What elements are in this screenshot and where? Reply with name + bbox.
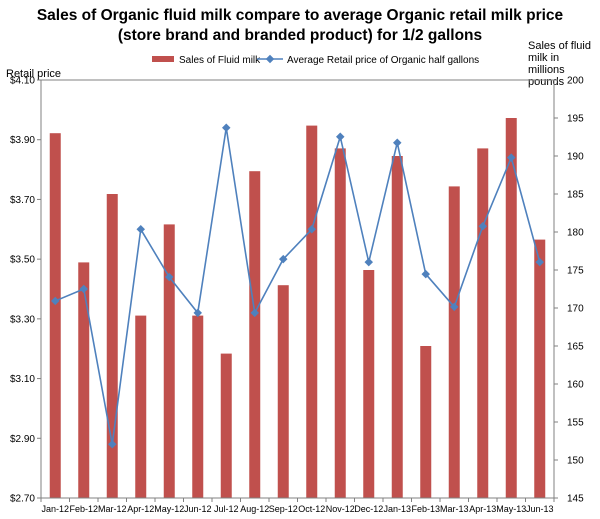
right-axis-title-line-3: pounds [528,76,565,88]
chart-title-line-2: (store brand and branded product) for 1/… [117,27,483,44]
right-tick-label: 160 [567,380,584,391]
right-tick-label: 145 [567,494,584,505]
x-tick-label: Jul-12 [214,504,239,514]
price-point-Jan-13 [393,138,402,147]
bar-Nov-12 [334,148,346,498]
chart-title: Sales of Organic fluid milk compare to a… [0,6,600,46]
legend-swatch-price-marker [265,54,275,64]
left-tick-label: $4.10 [10,76,35,87]
price-point-Apr-12 [136,225,145,234]
line-series [51,123,544,449]
price-point-Apr-13 [478,222,487,231]
price-point-Feb-13 [421,269,430,279]
left-tick-label: $3.70 [10,195,35,206]
right-axis-title-line-2: milk in millions [528,52,565,76]
right-tick-label: 175 [567,266,584,277]
right-axis-title-line-1: Sales of fluid [528,40,591,52]
left-tick-label: $3.50 [10,255,35,266]
bar-Jan-12 [49,133,61,498]
right-tick-label: 150 [567,456,584,467]
right-tick-label: 190 [567,152,584,163]
legend-label-sales: Sales of Fluid milk [179,55,261,66]
x-tick-label: Jan-12 [41,504,69,514]
bar-Apr-13 [477,148,489,498]
price-point-Mar-12 [108,440,117,449]
axes: $2.70 $2.90 $3.10 $3.30 $3.50 $3.70 $3.90 $4.10… [10,76,584,515]
bar-Apr-12 [135,315,147,498]
x-tick-label: Jun-12 [184,504,212,514]
bar-Mar-12 [106,194,118,498]
x-tick-label: Feb-12 [69,504,98,514]
price-point-Jan-12 [51,296,60,306]
x-tick-label: Dec-12 [354,504,383,514]
bar-series [49,118,546,498]
right-tick-label: 165 [567,342,584,353]
bar-Sep-12 [277,285,289,498]
legend-label-price: Average Retail price of Organic half gal… [287,55,479,66]
left-tick-label: $3.90 [10,135,35,146]
left-tick-label: $2.70 [10,494,35,505]
left-axis-title: Retail price [6,68,62,80]
x-tick-label: Nov-12 [326,504,355,514]
bar-Jul-12 [220,353,232,498]
price-point-Nov-12 [336,132,345,141]
x-tick-label: May-12 [154,504,184,514]
right-tick-label: 200 [567,76,584,87]
price-point-Mar-13 [450,302,459,312]
left-tick-label: $3.30 [10,314,35,325]
bar-Feb-12 [78,262,90,498]
right-tick-label: 170 [567,304,584,315]
price-point-Aug-12 [250,308,259,318]
x-tick-label: Mar-12 [98,504,127,514]
right-tick-label: 195 [567,114,584,125]
bar-Oct-12 [306,125,318,498]
bar-May-13 [505,118,517,498]
x-tick-label: Sep-12 [269,504,298,514]
bar-Aug-12 [249,171,261,498]
x-tick-label: Apr-12 [127,504,154,514]
legend: Sales of Fluid milk Average Retail price… [152,54,479,66]
bar-Jun-13 [534,239,546,498]
price-point-Jun-12 [193,308,202,318]
price-point-Jul-12 [222,123,231,133]
x-tick-label: Apr-13 [469,504,496,514]
right-tick-label: 180 [567,228,584,239]
x-tick-label: Feb-13 [411,504,440,514]
left-tick-label: $2.90 [10,434,35,445]
bar-May-12 [163,224,175,498]
chart-title-line-1: Sales of Organic fluid milk compare to a… [36,7,564,24]
bar-Feb-13 [420,346,432,498]
x-tick-label: Jun-13 [526,504,554,514]
bar-Jan-13 [391,156,403,498]
price-point-Jun-13 [535,257,544,267]
plot-frame [40,79,555,499]
price-point-Dec-12 [364,257,373,267]
left-tick-label: $3.10 [10,374,35,385]
bar-Dec-12 [363,270,375,498]
price-point-Feb-12 [79,284,88,294]
price-point-Oct-12 [307,225,316,234]
legend-swatch-sales [152,56,174,62]
right-tick-label: 155 [567,418,584,429]
bar-Jun-12 [192,315,204,498]
price-line [54,127,541,445]
bar-Mar-13 [448,186,460,498]
x-tick-label: Aug-12 [240,504,269,514]
price-point-Sep-12 [279,254,288,264]
right-axis-title: Sales of fluid milk in millions pounds [528,40,598,88]
x-tick-label: May-13 [496,504,526,514]
x-tick-label: Jan-13 [383,504,411,514]
price-point-May-12 [165,272,174,282]
right-tick-label: 185 [567,190,584,201]
x-tick-label: Oct-12 [298,504,325,514]
x-tick-label: Mar-13 [440,504,469,514]
